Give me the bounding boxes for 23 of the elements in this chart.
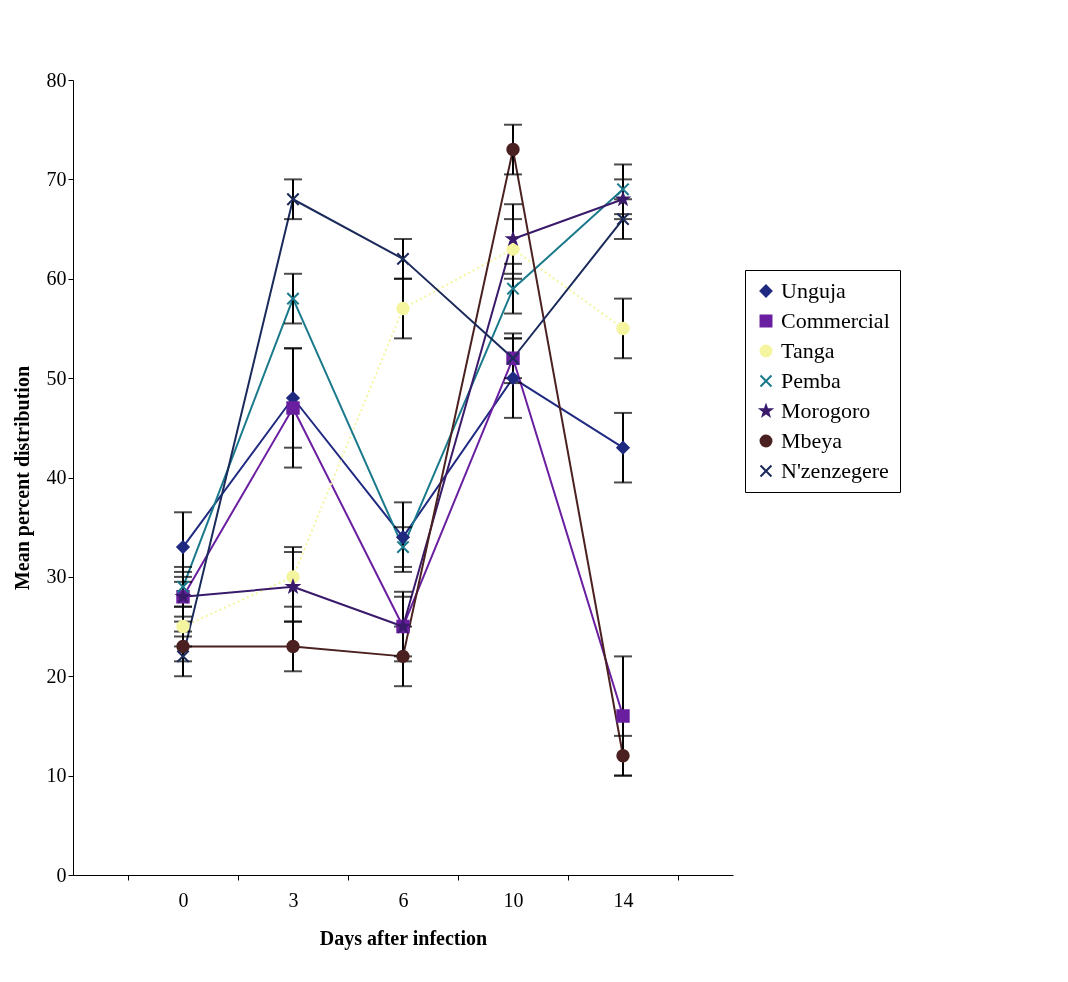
x-tick-label: 10 xyxy=(503,888,524,911)
y-tick-label: 0 xyxy=(56,863,67,886)
y-tick-label: 20 xyxy=(46,664,67,687)
x-tick-label: 14 xyxy=(613,888,634,911)
legend-label: Tanga xyxy=(781,338,835,363)
legend-label: Morogoro xyxy=(781,398,871,423)
y-tick-label: 10 xyxy=(46,764,67,787)
y-tick-label: 30 xyxy=(46,565,67,588)
legend-label: Commercial xyxy=(781,308,890,333)
legend-label: Unguja xyxy=(781,278,846,303)
x-tick-label: 0 xyxy=(178,888,189,911)
y-tick-label: 40 xyxy=(46,466,67,488)
x-tick-label: 3 xyxy=(288,888,299,911)
y-tick-label: 80 xyxy=(46,68,67,91)
legend-label: N'zenzegere xyxy=(781,458,889,483)
x-axis-title: Days after infection xyxy=(319,926,488,950)
y-tick-label: 60 xyxy=(46,267,67,290)
legend-label: Mbeya xyxy=(781,428,843,453)
y-tick-label: 70 xyxy=(46,167,67,190)
legend-label: Pemba xyxy=(781,368,842,393)
y-axis-title: Mean percent distribution xyxy=(10,365,34,591)
x-tick-label: 6 xyxy=(398,888,409,911)
y-tick-label: 50 xyxy=(46,366,67,389)
